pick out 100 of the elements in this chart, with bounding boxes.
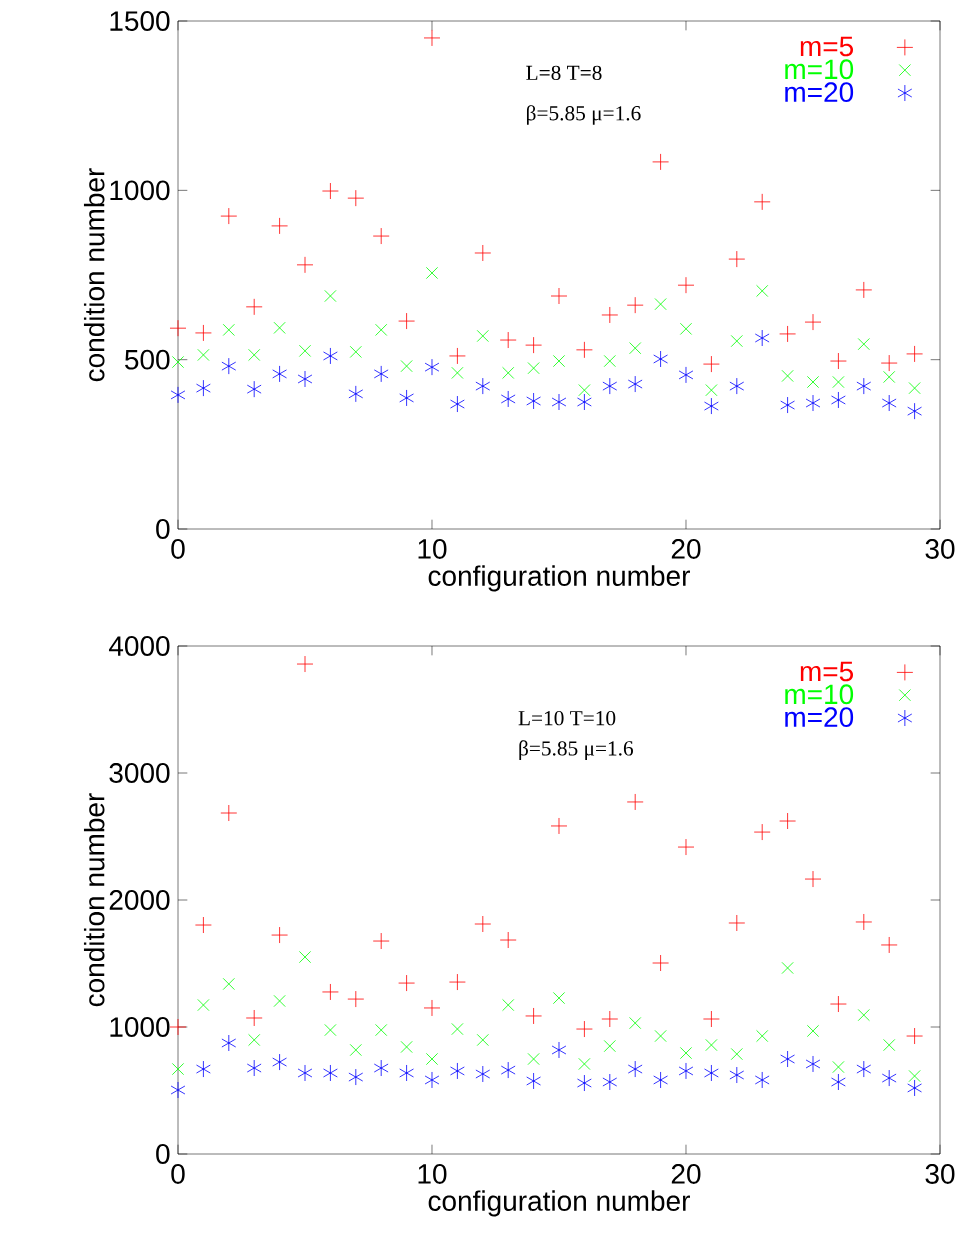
point xyxy=(423,29,441,47)
point xyxy=(449,347,466,365)
point xyxy=(527,1052,540,1066)
x-tick-label: 0 xyxy=(171,539,185,559)
point xyxy=(527,362,540,375)
point xyxy=(196,379,211,397)
x-tick-label: 10 xyxy=(418,1164,447,1184)
point xyxy=(423,999,441,1017)
y-axis-title: condition number xyxy=(83,168,105,382)
point xyxy=(474,915,492,933)
point xyxy=(526,1072,541,1090)
point xyxy=(780,1050,795,1068)
point xyxy=(296,655,314,673)
point xyxy=(881,394,897,412)
point xyxy=(550,287,568,305)
point xyxy=(375,323,388,336)
point xyxy=(324,289,337,303)
point xyxy=(272,365,287,383)
point xyxy=(298,344,312,357)
point xyxy=(908,1069,921,1083)
point xyxy=(781,369,794,382)
point xyxy=(245,1009,263,1027)
point xyxy=(297,370,313,388)
point xyxy=(705,1038,718,1052)
x-axis-title: configuration number xyxy=(428,1190,690,1217)
point xyxy=(171,1062,185,1076)
point xyxy=(654,298,667,311)
point xyxy=(652,954,669,972)
point xyxy=(577,1074,592,1092)
point xyxy=(373,1059,389,1077)
point xyxy=(806,1024,820,1038)
x-axis-title: configuration number xyxy=(428,565,690,592)
point xyxy=(576,1020,593,1038)
point xyxy=(602,1073,618,1091)
point xyxy=(781,961,794,975)
point xyxy=(552,354,566,368)
y-tick-label: 1000 xyxy=(110,180,170,201)
point xyxy=(197,348,210,361)
x-tick-label: 0 xyxy=(171,1164,185,1184)
point xyxy=(728,914,746,932)
point xyxy=(475,1065,491,1083)
point xyxy=(398,974,415,992)
point xyxy=(195,324,212,342)
point xyxy=(677,838,695,856)
point xyxy=(221,1034,237,1052)
x-tick-label: 10 xyxy=(418,539,447,559)
point xyxy=(551,1041,567,1059)
point xyxy=(171,355,185,369)
point xyxy=(831,1073,846,1091)
point xyxy=(221,357,237,375)
point xyxy=(704,1064,719,1082)
point xyxy=(804,313,822,331)
point xyxy=(907,1079,922,1097)
point xyxy=(728,250,746,268)
point xyxy=(654,1029,667,1043)
point xyxy=(248,348,261,361)
point xyxy=(502,998,515,1012)
x-tick-label: 20 xyxy=(671,539,701,559)
point xyxy=(805,394,821,412)
point xyxy=(729,377,745,395)
point xyxy=(449,973,466,991)
point xyxy=(756,1029,769,1043)
point xyxy=(906,345,923,363)
y-tick-label: 3000 xyxy=(109,763,170,783)
point xyxy=(347,990,365,1008)
legend-label: m=10 xyxy=(785,59,854,80)
point xyxy=(677,276,695,294)
annotation: L=8 T=8 xyxy=(526,65,602,81)
x-tick-label: 30 xyxy=(925,539,955,559)
point xyxy=(576,341,593,359)
point xyxy=(729,1066,745,1084)
point xyxy=(577,393,592,411)
y-tick-label: 1500 xyxy=(110,11,170,31)
point xyxy=(753,823,771,841)
annotation: β=5.85 μ=1.6 xyxy=(526,105,641,125)
point xyxy=(499,931,517,949)
point xyxy=(400,1040,413,1054)
point xyxy=(832,375,845,389)
point xyxy=(578,384,591,397)
point xyxy=(246,1059,262,1077)
annotation: β=5.85 μ=1.6 xyxy=(519,740,634,760)
point xyxy=(780,396,795,414)
point xyxy=(476,329,489,343)
legend-label: m=10 xyxy=(785,684,854,705)
point xyxy=(273,321,286,334)
point xyxy=(678,1062,694,1080)
point xyxy=(222,323,235,336)
point xyxy=(857,1009,870,1022)
point xyxy=(500,390,516,408)
point xyxy=(730,1048,743,1061)
point xyxy=(880,354,898,372)
point xyxy=(220,207,238,225)
point xyxy=(248,1033,261,1047)
point xyxy=(400,360,413,373)
point xyxy=(324,1024,337,1037)
point xyxy=(170,1081,186,1099)
point xyxy=(298,950,312,964)
legend-label: m=20 xyxy=(785,707,854,728)
y-tick-label: 500 xyxy=(125,349,170,370)
point xyxy=(347,189,365,207)
